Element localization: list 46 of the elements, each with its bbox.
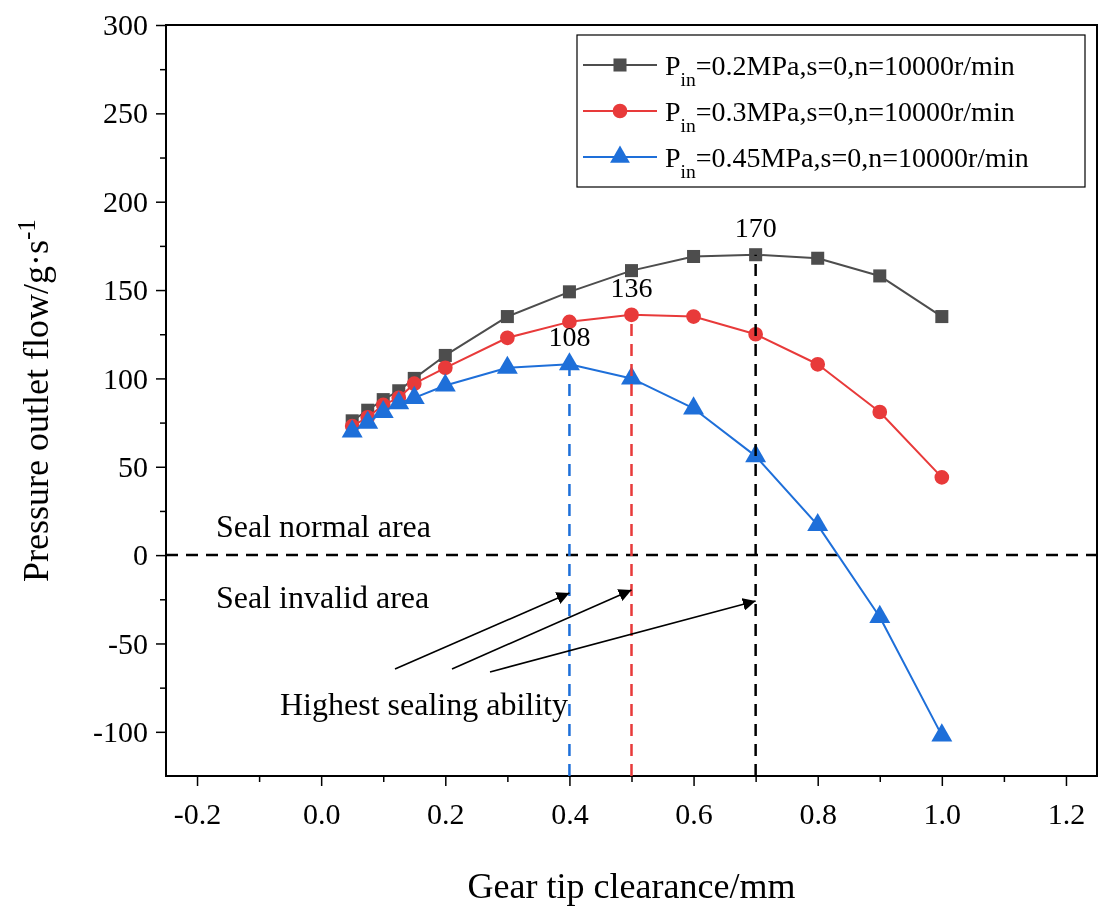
legend-label: P$_{in}$=0.2MPa,s=0,n=10000r/min: [665, 50, 1015, 90]
point: [624, 264, 639, 278]
annotation: Seal invalid area: [216, 579, 430, 615]
point: [872, 404, 888, 420]
annotation: 170: [734, 211, 777, 243]
legend-label: P$_{in}$=0.3MPa,s=0,n=10000r/min: [665, 96, 1015, 136]
point: [807, 512, 829, 532]
annotation: Seal normal area: [216, 508, 431, 544]
x-tick-label: 0.8: [799, 797, 837, 830]
point: [934, 470, 950, 485]
point: [500, 310, 514, 324]
point: [624, 307, 639, 323]
x-tick-label: 0.0: [302, 797, 341, 830]
point: [935, 310, 949, 324]
x-tick-label: 1.2: [1047, 797, 1086, 830]
y-tick-label: -50: [108, 626, 148, 660]
point: [438, 348, 452, 362]
x-tick-label: 0.4: [551, 797, 589, 830]
y-tick-label: -100: [93, 714, 148, 748]
point: [869, 604, 891, 624]
x-tick-label: 0.6: [675, 797, 713, 830]
point: [749, 248, 763, 262]
annotation: 136: [610, 271, 653, 303]
point: [810, 356, 826, 372]
point: [437, 360, 453, 376]
legend-label: P$_{in}$=0.45MPa,s=0,n=10000r/min: [665, 142, 1029, 182]
point: [687, 249, 701, 263]
x-tick-label: 1.0: [923, 797, 962, 830]
y-tick-label: 150: [103, 273, 148, 307]
y-tick-label: 100: [103, 361, 148, 395]
point: [811, 251, 825, 265]
y-tick-label: 200: [103, 184, 148, 218]
point: [562, 285, 576, 299]
y-tick-label: 250: [103, 96, 148, 130]
annotation: 108: [548, 321, 591, 353]
point: [931, 723, 953, 742]
x-axis-title: Gear tip clearance/mm: [467, 866, 796, 906]
y-tick-label: 50: [118, 449, 148, 483]
y-tick-label: 0: [133, 538, 148, 572]
x-tick-label: -0.2: [173, 797, 222, 830]
x-tick-label: 0.2: [427, 797, 465, 830]
annotation: Highest sealing ability: [280, 686, 568, 722]
point: [500, 330, 515, 346]
point: [873, 269, 887, 283]
y-tick-label: 300: [103, 8, 148, 42]
point: [686, 309, 701, 324]
